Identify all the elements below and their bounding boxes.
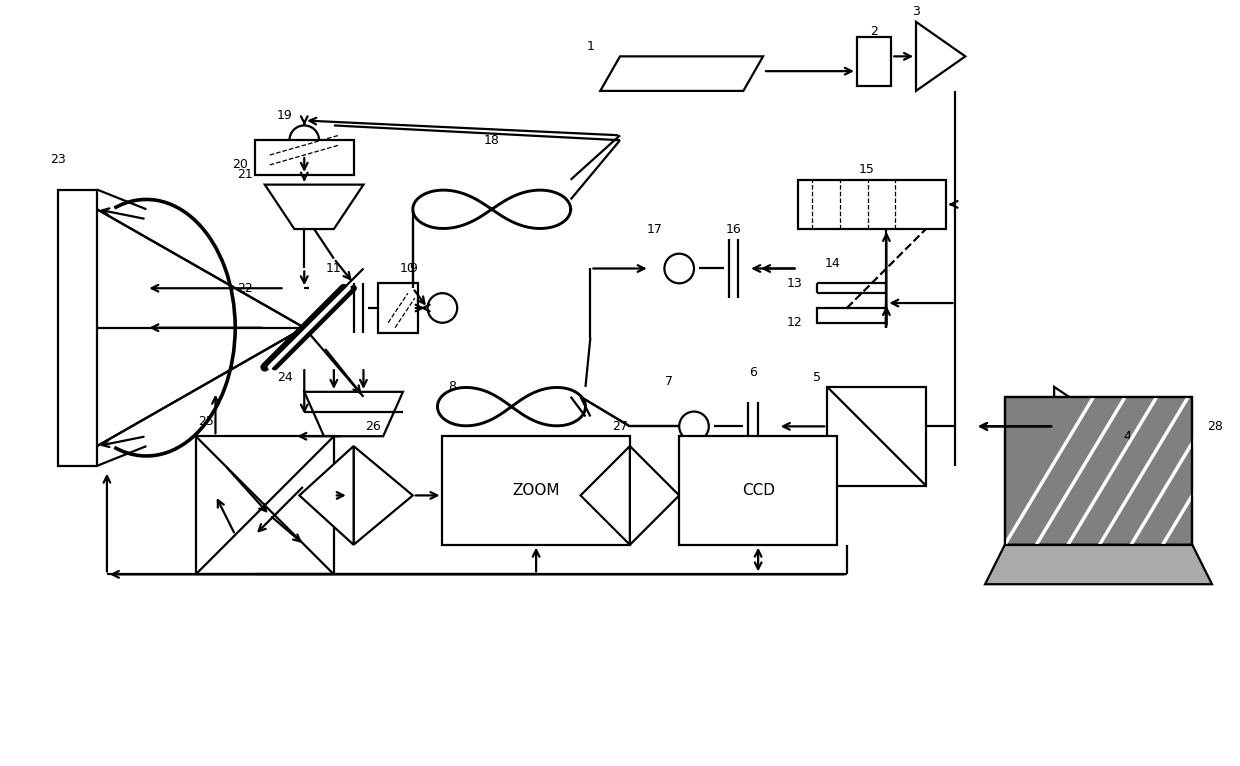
Bar — [817, 308, 887, 322]
Text: 10: 10 — [401, 262, 415, 275]
Text: 21: 21 — [237, 169, 253, 182]
Text: 1: 1 — [587, 40, 594, 53]
Polygon shape — [916, 22, 965, 91]
Text: 6: 6 — [749, 365, 758, 378]
Text: 3: 3 — [913, 5, 920, 18]
Text: 19: 19 — [277, 109, 293, 122]
Circle shape — [428, 293, 458, 322]
Text: ZOOM: ZOOM — [512, 483, 560, 498]
Text: 26: 26 — [366, 420, 381, 433]
Text: CCD: CCD — [742, 483, 775, 498]
Polygon shape — [600, 57, 763, 91]
Text: 22: 22 — [237, 282, 253, 295]
Circle shape — [680, 411, 709, 441]
Text: 14: 14 — [825, 257, 839, 270]
Text: 20: 20 — [232, 159, 248, 172]
Polygon shape — [299, 446, 353, 545]
Polygon shape — [985, 545, 1211, 584]
Polygon shape — [580, 446, 630, 545]
Text: 2: 2 — [869, 25, 878, 38]
Text: 4: 4 — [1123, 430, 1131, 443]
Polygon shape — [304, 392, 403, 436]
Text: 11: 11 — [326, 262, 342, 275]
Polygon shape — [353, 446, 413, 545]
Bar — [827, 387, 926, 486]
Polygon shape — [1054, 387, 1114, 466]
Text: 17: 17 — [646, 223, 662, 235]
Text: 28: 28 — [1207, 420, 1223, 433]
Polygon shape — [1004, 397, 1193, 545]
Text: 8: 8 — [449, 381, 456, 394]
Circle shape — [665, 254, 694, 283]
Text: 7: 7 — [666, 375, 673, 388]
Text: 25: 25 — [197, 415, 213, 428]
Text: 9: 9 — [409, 262, 417, 275]
Text: 24: 24 — [277, 371, 293, 384]
Bar — [378, 283, 418, 332]
Text: 18: 18 — [484, 134, 500, 147]
Polygon shape — [265, 185, 363, 229]
Bar — [196, 436, 334, 574]
Text: 27: 27 — [613, 420, 627, 433]
Bar — [255, 140, 353, 175]
Bar — [57, 189, 97, 466]
Bar — [797, 180, 946, 229]
Text: 5: 5 — [813, 371, 821, 384]
Circle shape — [289, 126, 319, 155]
Text: 23: 23 — [50, 153, 66, 166]
Bar — [443, 436, 630, 545]
Text: 16: 16 — [725, 223, 742, 235]
Text: 15: 15 — [859, 163, 874, 176]
Text: 13: 13 — [787, 277, 802, 290]
Polygon shape — [630, 446, 680, 545]
Bar — [680, 436, 837, 545]
Bar — [857, 37, 892, 86]
Text: 12: 12 — [787, 316, 802, 329]
